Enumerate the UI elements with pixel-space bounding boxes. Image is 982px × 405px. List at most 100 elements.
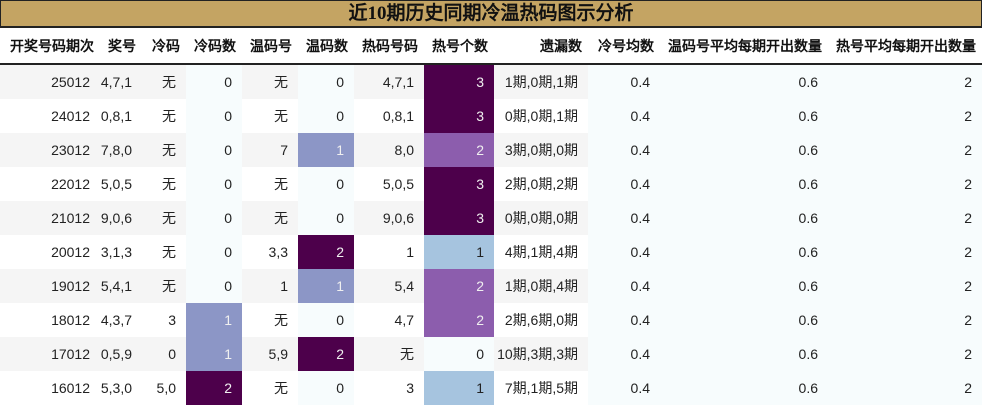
cell-hot-numbers: 1: [354, 235, 424, 269]
cell-cold-numbers: 无: [142, 99, 186, 133]
cell-warm-avg: 0.6: [660, 235, 828, 269]
column-header-cold-numbers[interactable]: 冷码: [142, 28, 186, 65]
cell-period: 23012: [0, 133, 100, 167]
cell-miss-count: 10期,3期,3期: [494, 337, 588, 371]
cell-draw-number: 9,0,6: [100, 201, 142, 235]
cell-warm-numbers: 1: [242, 269, 298, 303]
table-row: 17012 0,5,9 0 1 5,9 2 无 0 10期,3期,3期 0.4 0.6 2: [0, 337, 982, 371]
cell-warm-avg: 0.6: [660, 337, 828, 371]
cell-cold-avg: 0.4: [588, 201, 660, 235]
table-row: 21012 9,0,6 无 0 无 0 9,0,6 3 0期,0期,0期 0.4 0.6 2: [0, 201, 982, 235]
cell-cold-avg: 0.4: [588, 337, 660, 371]
cell-cold-count: 0: [186, 99, 242, 133]
cell-cold-count: 0: [186, 201, 242, 235]
cell-hot-numbers: 9,0,6: [354, 201, 424, 235]
cell-hot-numbers: 3: [354, 371, 424, 405]
page-title: 近10期历史同期冷温热码图示分析: [0, 0, 982, 28]
column-header-hot-count[interactable]: 热号个数: [424, 28, 494, 65]
cell-warm-numbers: 7: [242, 133, 298, 167]
cell-draw-number: 4,3,7: [100, 303, 142, 337]
cell-warm-count: 0: [298, 371, 354, 405]
cell-hot-count: 0: [424, 337, 494, 371]
cell-cold-avg: 0.4: [588, 371, 660, 405]
cell-period: 21012: [0, 201, 100, 235]
cell-miss-count: 1期,0期,4期: [494, 269, 588, 303]
cell-hot-numbers: 5,0,5: [354, 167, 424, 201]
column-header-cold-avg[interactable]: 冷号均数: [588, 28, 660, 65]
column-header-cold-count[interactable]: 冷码数: [186, 28, 242, 65]
cell-hot-count: 2: [424, 303, 494, 337]
cell-cold-avg: 0.4: [588, 303, 660, 337]
cell-warm-avg: 0.6: [660, 99, 828, 133]
cell-hot-avg: 2: [828, 269, 982, 303]
cell-warm-numbers: 无: [242, 99, 298, 133]
cell-hot-numbers: 8,0: [354, 133, 424, 167]
table-row: 24012 0,8,1 无 0 无 0 0,8,1 3 0期,0期,1期 0.4 0.6 2: [0, 99, 982, 133]
cell-miss-count: 1期,0期,1期: [494, 64, 588, 99]
table-row: 25012 4,7,1 无 0 无 0 4,7,1 3 1期,0期,1期 0.4 0.6 2: [0, 64, 982, 99]
cell-hot-avg: 2: [828, 133, 982, 167]
cell-period: 25012: [0, 64, 100, 99]
cell-draw-number: 3,1,3: [100, 235, 142, 269]
column-header-hot-avg[interactable]: 热号平均每期开出数量: [828, 28, 982, 65]
cell-cold-count: 1: [186, 303, 242, 337]
header-row: 开奖号码期次 奖号 冷码 冷码数 温码号 温码数 热码号码 热号个数 遗漏数 冷号均数 温码号平均每…: [0, 28, 982, 65]
table-row: 22012 5,0,5 无 0 无 0 5,0,5 3 2期,0期,2期 0.4 0.6 2: [0, 167, 982, 201]
cell-hot-avg: 2: [828, 303, 982, 337]
cell-miss-count: 0期,0期,0期: [494, 201, 588, 235]
cell-warm-avg: 0.6: [660, 269, 828, 303]
table-row: 23012 7,8,0 无 0 7 1 8,0 2 3期,0期,0期 0.4 0.6 2: [0, 133, 982, 167]
cell-hot-count: 2: [424, 269, 494, 303]
cell-draw-number: 5,0,5: [100, 167, 142, 201]
column-header-warm-numbers[interactable]: 温码号: [242, 28, 298, 65]
column-header-miss-count[interactable]: 遗漏数: [494, 28, 588, 65]
cell-warm-avg: 0.6: [660, 64, 828, 99]
cell-cold-avg: 0.4: [588, 235, 660, 269]
cell-warm-numbers: 3,3: [242, 235, 298, 269]
cell-period: 18012: [0, 303, 100, 337]
cell-hot-avg: 2: [828, 201, 982, 235]
cell-cold-numbers: 无: [142, 133, 186, 167]
cell-hot-numbers: 4,7: [354, 303, 424, 337]
analysis-table: 开奖号码期次 奖号 冷码 冷码数 温码号 温码数 热码号码 热号个数 遗漏数 冷号均数 温码号平均每…: [0, 28, 982, 405]
cell-hot-avg: 2: [828, 167, 982, 201]
cell-hot-count: 1: [424, 235, 494, 269]
cell-cold-numbers: 5,0: [142, 371, 186, 405]
cell-cold-count: 1: [186, 337, 242, 371]
cell-draw-number: 5,4,1: [100, 269, 142, 303]
cell-warm-count: 0: [298, 167, 354, 201]
cell-hot-avg: 2: [828, 235, 982, 269]
column-header-period[interactable]: 开奖号码期次: [0, 28, 100, 65]
column-header-warm-count[interactable]: 温码数: [298, 28, 354, 65]
cell-warm-avg: 0.6: [660, 201, 828, 235]
cell-cold-count: 0: [186, 269, 242, 303]
cell-period: 19012: [0, 269, 100, 303]
cell-hot-count: 3: [424, 64, 494, 99]
cell-draw-number: 5,3,0: [100, 371, 142, 405]
cell-miss-count: 3期,0期,0期: [494, 133, 588, 167]
cell-cold-count: 0: [186, 133, 242, 167]
cell-warm-count: 0: [298, 99, 354, 133]
cell-hot-count: 2: [424, 133, 494, 167]
column-header-warm-avg[interactable]: 温码号平均每期开出数量: [660, 28, 828, 65]
cell-period: 22012: [0, 167, 100, 201]
cell-period: 16012: [0, 371, 100, 405]
cell-warm-count: 2: [298, 337, 354, 371]
table-row: 19012 5,4,1 无 0 1 1 5,4 2 1期,0期,4期 0.4 0.6 2: [0, 269, 982, 303]
cell-warm-avg: 0.6: [660, 133, 828, 167]
cell-warm-avg: 0.6: [660, 167, 828, 201]
cell-cold-numbers: 3: [142, 303, 186, 337]
cell-hot-count: 3: [424, 99, 494, 133]
cell-warm-numbers: 无: [242, 167, 298, 201]
cell-hot-numbers: 无: [354, 337, 424, 371]
cell-period: 24012: [0, 99, 100, 133]
cell-cold-avg: 0.4: [588, 167, 660, 201]
cell-hot-numbers: 0,8,1: [354, 99, 424, 133]
cell-period: 17012: [0, 337, 100, 371]
column-header-hot-numbers[interactable]: 热码号码: [354, 28, 424, 65]
cell-cold-numbers: 无: [142, 167, 186, 201]
column-header-draw-number[interactable]: 奖号: [100, 28, 142, 65]
cell-miss-count: 0期,0期,1期: [494, 99, 588, 133]
cell-miss-count: 2期,6期,0期: [494, 303, 588, 337]
cell-hot-count: 3: [424, 201, 494, 235]
